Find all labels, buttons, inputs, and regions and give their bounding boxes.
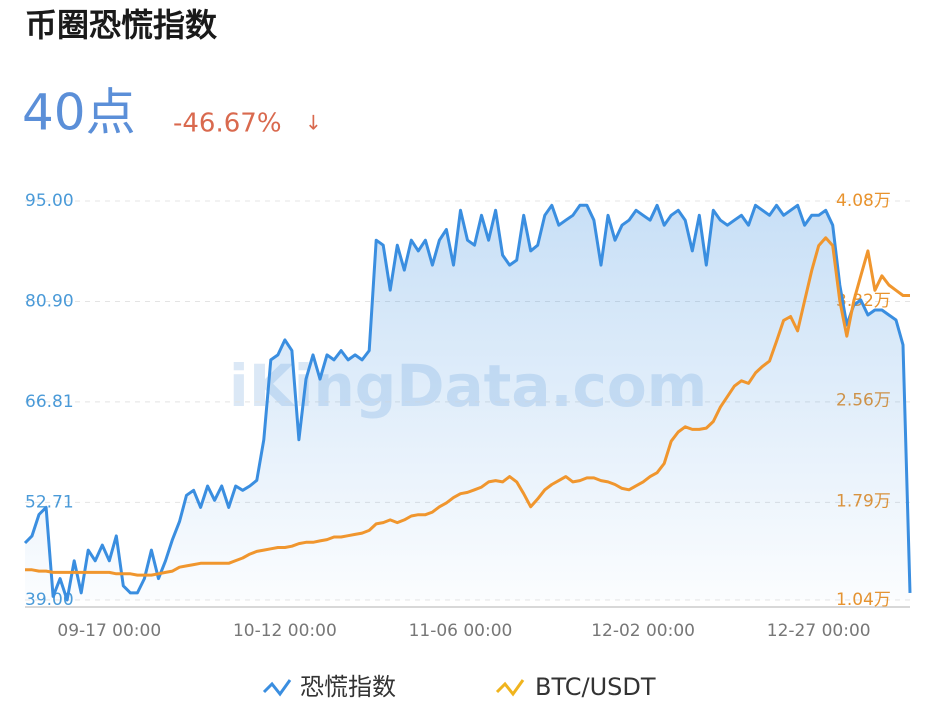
area (25, 205, 910, 601)
change-arrow: ↓ (305, 111, 322, 135)
y-tick-label: 95.00 (25, 191, 74, 211)
y2-tick-label: 4.08万 (836, 191, 891, 211)
line (25, 236, 910, 577)
legend-label: 恐慌指数 (300, 673, 396, 701)
legend: 恐慌指数 BTC/USDT (262, 673, 656, 701)
line (23, 203, 912, 602)
x-tick-label: 12-02 00:00 (591, 621, 695, 641)
y-tick-label: 52.71 (25, 492, 74, 512)
change-value: -46.67% (173, 109, 282, 139)
legend-icon (262, 679, 292, 697)
current-value: 40点 (22, 84, 136, 142)
x-tick-label: 10-12 00:00 (233, 621, 337, 641)
y-tick-label: 66.81 (25, 392, 74, 412)
chart-title: 币圈恐慌指数 (25, 6, 218, 44)
x-tick-label: 09-17 00:00 (57, 621, 161, 641)
x-tick-label: 12-27 00:00 (767, 621, 871, 641)
y-tick-label: 80.90 (25, 291, 74, 311)
legend-label: BTC/USDT (535, 673, 656, 701)
legend-icon (495, 679, 525, 697)
y2-tick-label: 3.32万 (836, 291, 891, 311)
x-tick-label: 11-06 00:00 (409, 621, 513, 641)
